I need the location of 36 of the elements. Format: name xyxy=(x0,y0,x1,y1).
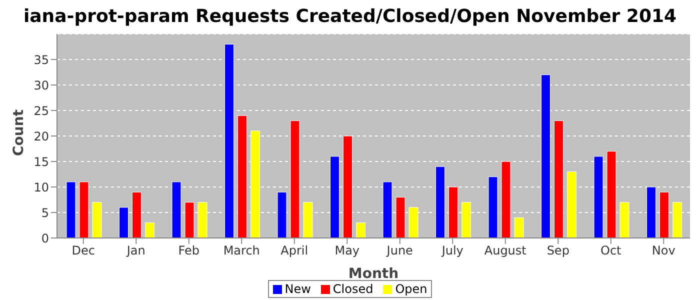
y-tick-label: 25 xyxy=(34,104,49,118)
x-tick-label: May xyxy=(334,244,360,258)
chart-title: iana-prot-param Requests Created/Closed/Open November 2014 xyxy=(22,5,678,29)
y-tick-label: 5 xyxy=(41,206,49,220)
legend-label: New xyxy=(284,282,311,296)
x-tick-label: June xyxy=(386,244,413,258)
y-tick-label: 30 xyxy=(34,78,49,92)
x-tick-label: April xyxy=(280,244,308,258)
y-tick-label: 35 xyxy=(34,52,49,67)
x-tick-label: March xyxy=(223,244,260,258)
y-tick-label: 10 xyxy=(34,180,49,194)
y-axis-title: Count xyxy=(10,109,27,156)
y-tick-label: 15 xyxy=(34,154,49,169)
y-tick-label: 0 xyxy=(41,231,49,246)
x-tick-label: August xyxy=(484,244,527,258)
bar xyxy=(92,202,102,238)
x-tick-label: Dec xyxy=(72,244,95,258)
x-axis-title: Month xyxy=(348,266,399,282)
bar xyxy=(566,171,576,238)
y-tick-label: 20 xyxy=(34,129,49,144)
bar xyxy=(488,176,498,238)
bar xyxy=(501,161,511,238)
x-tick-label: Feb xyxy=(178,244,200,258)
legend-label: Closed xyxy=(332,282,374,296)
bar xyxy=(144,222,154,238)
bar xyxy=(514,217,524,238)
bar xyxy=(290,120,300,238)
x-tick-label: Nov xyxy=(652,244,676,258)
bar xyxy=(224,44,234,238)
bar xyxy=(303,202,313,238)
legend-label: Open xyxy=(394,282,428,296)
x-tick-label: July xyxy=(440,244,464,258)
x-tick-label: Sep xyxy=(546,244,570,258)
x-tick-label: Oct xyxy=(600,244,622,258)
bar xyxy=(356,222,366,238)
x-tick-label: Jan xyxy=(126,244,146,258)
